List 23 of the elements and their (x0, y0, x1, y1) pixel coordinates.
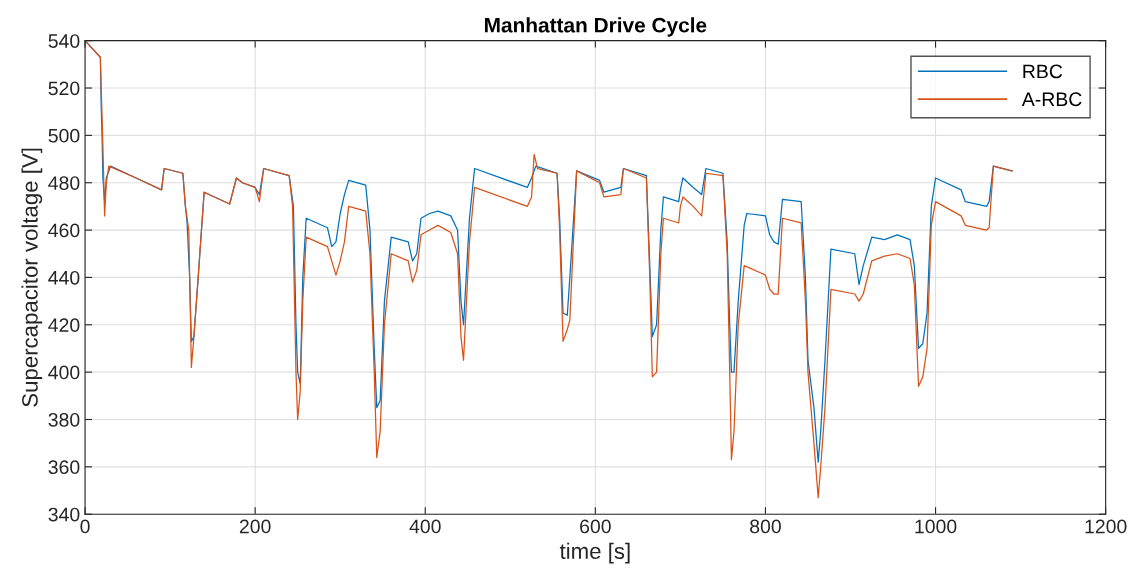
y-tick-label: 420 (48, 318, 80, 333)
x-tick-label: 800 (750, 519, 781, 534)
x-tick-label: 1200 (1085, 519, 1127, 534)
x-tick-label: 0 (80, 519, 90, 534)
x-axis-title: time [s] (559, 542, 630, 564)
y-tick-label: 480 (48, 176, 80, 190)
x-tick-label: 400 (409, 519, 441, 534)
y-tick-label: 540 (48, 34, 80, 48)
y-axis-title: Supercapacitor voltage [V] (21, 148, 43, 407)
y-tick-label: 380 (48, 412, 80, 427)
chart-title: Manhattan Drive Cycle (485, 17, 707, 37)
y-tick-label: 520 (48, 81, 80, 96)
y-tick-label: 340 (48, 507, 80, 522)
legend-label: RBC (1023, 64, 1063, 79)
y-tick-label: 440 (48, 270, 80, 285)
y-tick-label: 400 (48, 365, 80, 380)
x-tick-label: 200 (239, 519, 271, 534)
y-tick-label: 500 (48, 128, 80, 143)
legend-label: A-RBC (1021, 92, 1082, 107)
y-tick-label: 460 (48, 223, 80, 238)
y-tick-label: 360 (48, 460, 80, 475)
x-tick-label: 1000 (915, 519, 957, 534)
x-tick-label: 600 (580, 519, 611, 534)
